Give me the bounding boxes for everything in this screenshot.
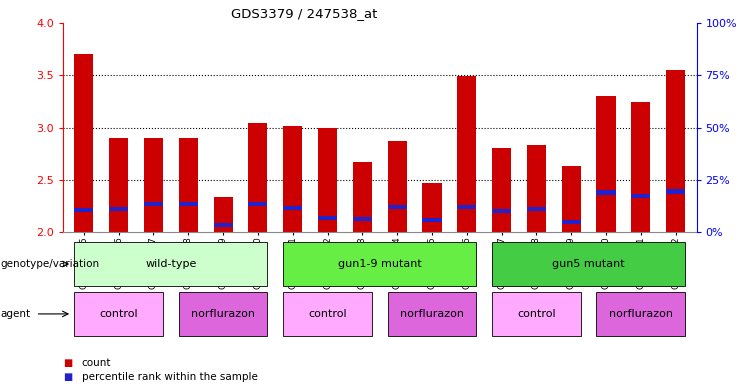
- Text: ■: ■: [63, 372, 72, 382]
- Text: count: count: [82, 358, 111, 368]
- Text: wild-type: wild-type: [145, 259, 196, 269]
- Bar: [597, 190, 616, 195]
- Bar: [144, 202, 163, 206]
- Bar: [318, 215, 337, 220]
- Title: GDS3379 / 247538_at: GDS3379 / 247538_at: [230, 7, 377, 20]
- Bar: [318, 127, 337, 232]
- Bar: [74, 208, 93, 212]
- Bar: [144, 138, 163, 232]
- Bar: [109, 207, 128, 211]
- Bar: [109, 138, 128, 232]
- Bar: [213, 197, 233, 232]
- Bar: [666, 70, 685, 232]
- Bar: [562, 220, 581, 224]
- Text: norflurazon: norflurazon: [400, 309, 464, 319]
- Bar: [283, 126, 302, 232]
- Bar: [213, 223, 233, 227]
- Bar: [283, 206, 302, 210]
- Text: control: control: [308, 309, 347, 319]
- Bar: [631, 101, 651, 232]
- Text: norflurazon: norflurazon: [609, 309, 673, 319]
- Text: genotype/variation: genotype/variation: [1, 259, 100, 269]
- Text: ■: ■: [63, 358, 72, 368]
- Bar: [666, 189, 685, 194]
- Bar: [353, 162, 372, 232]
- Bar: [492, 147, 511, 232]
- Bar: [248, 202, 268, 206]
- Text: norflurazon: norflurazon: [191, 309, 255, 319]
- Bar: [422, 218, 442, 222]
- Bar: [388, 205, 407, 209]
- Bar: [457, 76, 476, 232]
- Bar: [597, 96, 616, 232]
- Bar: [527, 207, 546, 211]
- Bar: [353, 217, 372, 221]
- Bar: [248, 124, 268, 232]
- Bar: [527, 146, 546, 232]
- Text: control: control: [517, 309, 556, 319]
- Text: gun1-9 mutant: gun1-9 mutant: [338, 259, 422, 269]
- Bar: [631, 194, 651, 198]
- Text: agent: agent: [1, 309, 31, 319]
- Bar: [179, 138, 198, 232]
- Bar: [492, 209, 511, 214]
- Text: gun5 mutant: gun5 mutant: [552, 259, 625, 269]
- Bar: [562, 166, 581, 232]
- Bar: [74, 55, 93, 232]
- Bar: [179, 202, 198, 206]
- Bar: [457, 205, 476, 209]
- Text: percentile rank within the sample: percentile rank within the sample: [82, 372, 257, 382]
- Text: control: control: [99, 309, 138, 319]
- Bar: [422, 183, 442, 232]
- Bar: [388, 141, 407, 232]
